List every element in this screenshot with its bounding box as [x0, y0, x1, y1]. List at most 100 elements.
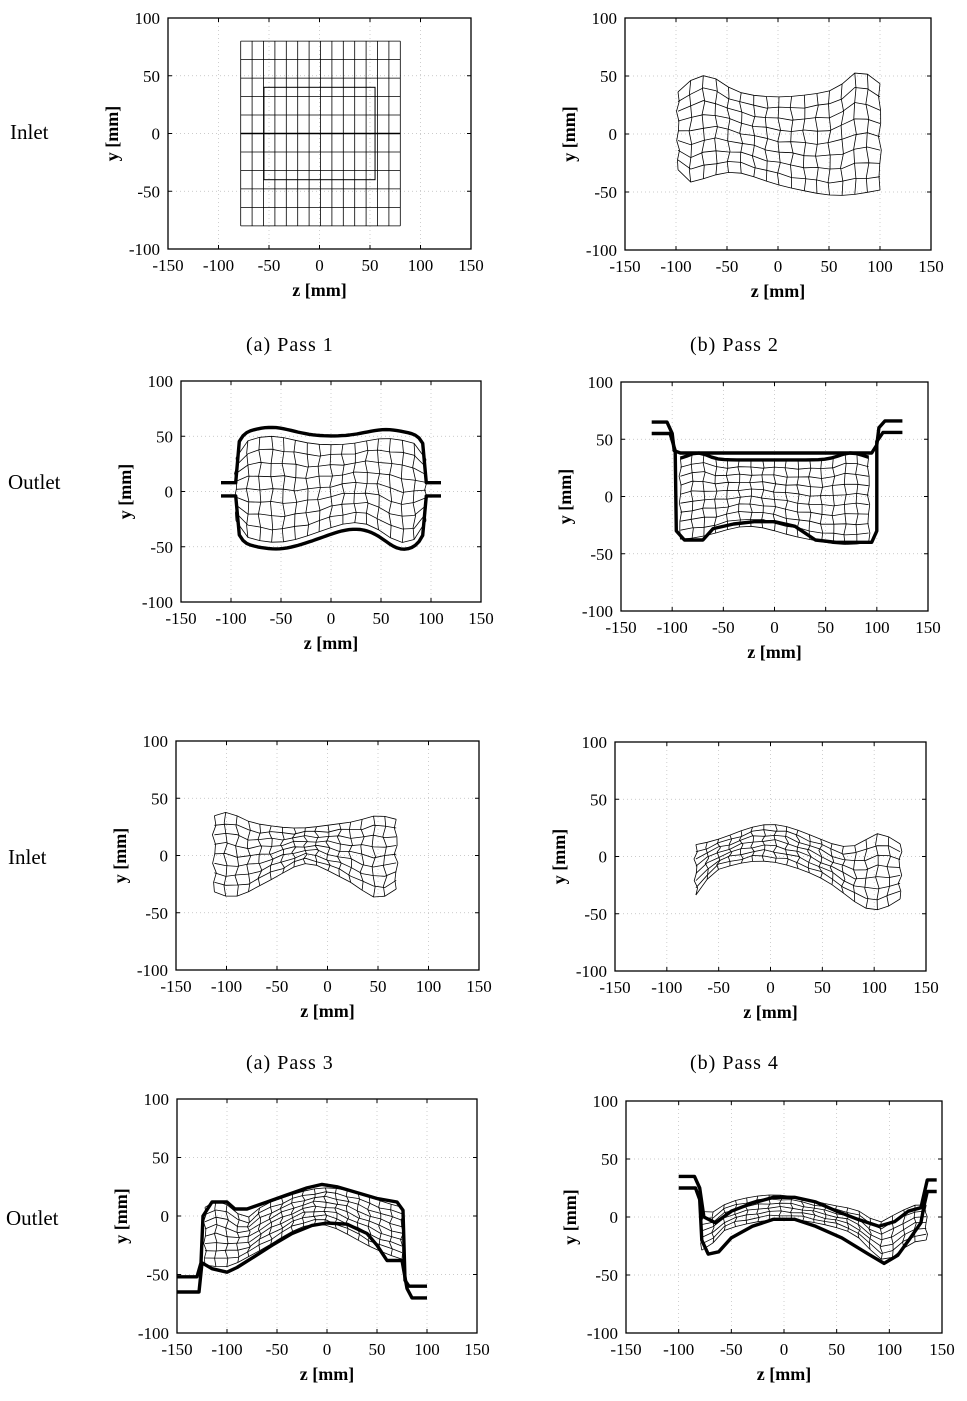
mesh-line: [701, 1214, 927, 1255]
mesh-line: [814, 93, 819, 194]
y-tick-label: 50: [601, 1150, 618, 1169]
mesh-line: [680, 480, 869, 488]
mesh-line: [739, 92, 743, 174]
x-tick-label: 150: [466, 977, 492, 996]
x-tick-label: 150: [913, 978, 939, 997]
roll-contour: [177, 1182, 427, 1288]
mesh-line: [784, 459, 788, 535]
mesh-line: [279, 1198, 284, 1238]
x-tick-label: 100: [408, 256, 434, 275]
x-tick-label: -150: [599, 978, 630, 997]
x-tick-label: 0: [774, 257, 783, 276]
mesh-line: [695, 839, 901, 871]
y-tick-label: -50: [146, 1266, 169, 1285]
x-tick-label: -150: [605, 618, 636, 637]
mesh-line: [701, 1218, 927, 1260]
mesh-line: [376, 438, 381, 530]
y-tick-label: -50: [590, 545, 613, 564]
x-tick-label: 50: [369, 1340, 386, 1359]
mesh-line: [678, 458, 682, 540]
mesh-line: [382, 816, 388, 897]
y-tick-label: 100: [593, 1092, 619, 1111]
mesh-line: [855, 453, 859, 545]
mesh-line: [235, 448, 427, 468]
mesh-line: [257, 437, 262, 541]
mesh-line: [214, 857, 397, 889]
y-tick-label: -100: [129, 240, 160, 259]
x-tick-label: 150: [915, 618, 941, 637]
mesh-line: [314, 826, 320, 866]
mesh-line: [677, 159, 881, 184]
x-tick-label: -100: [215, 609, 246, 628]
mesh-line: [223, 812, 228, 897]
mesh-line: [204, 1205, 403, 1238]
mesh-line: [695, 844, 901, 880]
mesh-line: [695, 855, 901, 901]
mesh-line: [246, 821, 251, 892]
y-axis-label: y [mm]: [559, 106, 579, 161]
y-tick-label: -100: [582, 602, 613, 621]
mesh-line: [777, 96, 781, 186]
mesh-line: [305, 442, 310, 536]
y-tick-label: -100: [142, 593, 173, 612]
mesh-line: [236, 1213, 240, 1263]
mesh-line: [290, 1194, 295, 1232]
mesh-line: [818, 839, 823, 879]
x-tick-label: -150: [609, 257, 640, 276]
x-tick-label: 150: [464, 1340, 490, 1359]
mesh-line: [214, 832, 397, 841]
roll-contour: [678, 1186, 937, 1266]
mesh-line: [235, 481, 427, 493]
mesh-line: [725, 459, 730, 530]
mesh-line: [204, 1191, 403, 1224]
mesh-line: [317, 444, 322, 532]
mesh-line: [224, 1204, 229, 1267]
mesh-line: [293, 440, 298, 540]
y-tick-label: 0: [161, 1207, 170, 1226]
mesh-line: [235, 520, 427, 543]
x-tick-label: 0: [327, 609, 336, 628]
x-axis-label: z [mm]: [304, 633, 358, 653]
mesh-line: [412, 443, 417, 540]
roll-contour: [177, 1221, 427, 1300]
y-tick-label: 100: [148, 372, 174, 391]
x-tick-label: -50: [270, 609, 293, 628]
mesh-line: [388, 438, 393, 538]
x-tick-label: 50: [821, 257, 838, 276]
mesh-line: [865, 74, 870, 193]
mesh-line: [234, 815, 240, 897]
y-tick-label: 100: [143, 732, 169, 751]
x-tick-label: 100: [861, 978, 887, 997]
x-tick-label: -50: [707, 978, 730, 997]
mesh-line: [745, 1197, 749, 1224]
mesh-line: [713, 458, 718, 534]
x-tick-label: 50: [362, 256, 379, 275]
y-tick-label: -100: [586, 241, 617, 260]
mesh-line: [875, 833, 880, 910]
y-tick-label: 50: [596, 430, 613, 449]
x-tick-label: 100: [418, 609, 444, 628]
caption-pass-4: (b) Pass 4: [690, 1052, 779, 1074]
y-axis-label: y [mm]: [110, 828, 130, 883]
mesh-line: [878, 83, 882, 191]
mesh-line: [867, 457, 871, 543]
mesh-line: [853, 73, 857, 195]
y-axis-label: y [mm]: [549, 829, 569, 884]
mesh-line: [688, 80, 693, 183]
roll-contour: [651, 430, 903, 544]
x-tick-label: 50: [373, 609, 390, 628]
roll-contour: [221, 494, 441, 551]
x-axis-label: z [mm]: [747, 642, 801, 662]
mesh-line: [680, 495, 869, 507]
mesh-line: [245, 440, 250, 538]
x-tick-label: 0: [780, 1340, 789, 1359]
x-tick-label: 0: [323, 1340, 332, 1359]
y-tick-label: 0: [160, 847, 169, 866]
mesh-line: [204, 1210, 403, 1245]
mesh-line: [235, 492, 427, 505]
mesh-line: [727, 834, 733, 866]
